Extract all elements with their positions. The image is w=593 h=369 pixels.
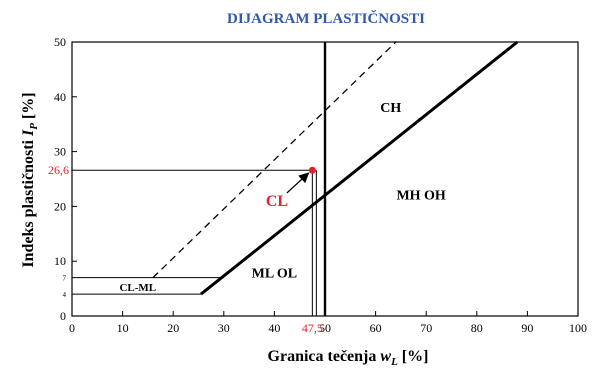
x-axis-label: Granica tečenja wL [%] — [268, 348, 429, 368]
x-tick-label: 30 — [218, 321, 230, 335]
x-tick-label: 50 — [319, 321, 331, 335]
y-tick-label: 20 — [54, 199, 66, 213]
cl-arrow — [286, 172, 310, 194]
plot-area: 0 10 20 30 40 50 60 70 80 90 100 0 10 20 30 40 50 4 7 26,6 4… — [48, 35, 587, 335]
point-y-label: 26,6 — [48, 163, 69, 177]
y-tick-label: 0 — [60, 309, 66, 323]
y-minor-tick-label: 4 — [63, 291, 67, 299]
region-label: CL-ML — [119, 282, 156, 294]
x-tick-label: 100 — [569, 321, 587, 335]
data-point — [308, 166, 316, 174]
y-tick-label: 10 — [54, 254, 66, 268]
x-tick-label: 20 — [167, 321, 179, 335]
x-tick-label: 10 — [117, 321, 129, 335]
y-axis-label: Indeks plastičnosti IP [%] — [20, 92, 40, 267]
u-line — [152, 41, 397, 279]
y-tick-label: 40 — [54, 90, 66, 104]
chart-title: DIJAGRAM PLASTIČNOSTI — [227, 10, 425, 27]
x-tick-label: 70 — [420, 321, 432, 335]
x-tick-label: 90 — [521, 321, 533, 335]
cl-label: CL — [266, 193, 288, 210]
a-line — [200, 40, 519, 296]
region-label: CH — [380, 101, 401, 116]
x-tick-label: 60 — [370, 321, 382, 335]
y-minor-tick-label: 7 — [63, 275, 67, 283]
x-tick-label: 0 — [69, 321, 75, 335]
x-tick-label: 40 — [268, 321, 280, 335]
x-tick-label: 80 — [471, 321, 483, 335]
point-x-label: 47,5 — [302, 321, 323, 335]
y-tick-label: 50 — [54, 35, 66, 49]
region-label: ML OL — [252, 266, 298, 281]
y-tick-label: 30 — [54, 145, 66, 159]
region-label: MH OH — [396, 188, 445, 203]
